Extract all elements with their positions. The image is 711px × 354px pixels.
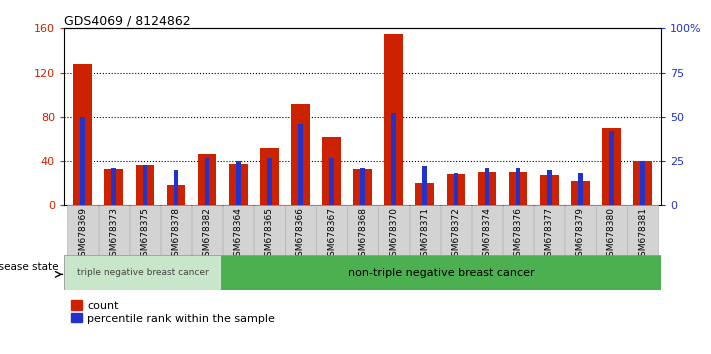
Bar [391, 113, 396, 205]
Text: triple negative breast cancer: triple negative breast cancer [77, 268, 208, 277]
Text: GSM678382: GSM678382 [203, 207, 212, 262]
Bar [80, 117, 85, 205]
FancyBboxPatch shape [410, 205, 440, 255]
Bar [454, 173, 459, 205]
Bar [173, 170, 178, 205]
Text: GSM678371: GSM678371 [420, 207, 429, 262]
Bar [515, 168, 520, 205]
Bar [360, 168, 365, 205]
Bar [634, 161, 652, 205]
Bar [329, 158, 334, 205]
Bar [198, 154, 216, 205]
FancyBboxPatch shape [441, 205, 471, 255]
Text: GSM678366: GSM678366 [296, 207, 305, 262]
Bar [415, 183, 434, 205]
Text: GSM678372: GSM678372 [451, 207, 461, 262]
Bar [267, 158, 272, 205]
Text: GSM678364: GSM678364 [234, 207, 242, 262]
Text: GSM678380: GSM678380 [607, 207, 616, 262]
Text: GSM678367: GSM678367 [327, 207, 336, 262]
Bar [298, 124, 303, 205]
Bar [385, 34, 403, 205]
Bar [447, 175, 465, 205]
Bar [291, 104, 310, 205]
FancyBboxPatch shape [534, 205, 565, 255]
FancyBboxPatch shape [285, 205, 316, 255]
Text: GSM678370: GSM678370 [389, 207, 398, 262]
Bar [322, 137, 341, 205]
Bar [547, 170, 552, 205]
Text: GDS4069 / 8124862: GDS4069 / 8124862 [64, 14, 191, 27]
Bar [205, 158, 210, 205]
FancyBboxPatch shape [68, 205, 98, 255]
Bar [105, 169, 123, 205]
FancyBboxPatch shape [627, 205, 658, 255]
Text: GSM678378: GSM678378 [171, 207, 181, 262]
Text: GSM678373: GSM678373 [109, 207, 118, 262]
FancyBboxPatch shape [503, 205, 533, 255]
Bar [540, 176, 559, 205]
FancyBboxPatch shape [99, 205, 129, 255]
Bar [609, 131, 614, 205]
Text: GSM678368: GSM678368 [358, 207, 367, 262]
Text: disease state: disease state [0, 262, 59, 272]
Bar [509, 172, 528, 205]
Text: GSM678381: GSM678381 [638, 207, 647, 262]
Text: GSM678374: GSM678374 [483, 207, 491, 262]
Bar [640, 161, 645, 205]
FancyBboxPatch shape [192, 205, 223, 255]
Bar [136, 166, 154, 205]
Bar [166, 185, 186, 205]
FancyBboxPatch shape [378, 205, 409, 255]
Text: GSM678377: GSM678377 [545, 207, 554, 262]
Bar [142, 165, 147, 205]
Text: GSM678365: GSM678365 [264, 207, 274, 262]
FancyBboxPatch shape [597, 205, 626, 255]
FancyBboxPatch shape [223, 205, 253, 255]
Bar [260, 148, 279, 205]
Text: GSM678375: GSM678375 [140, 207, 149, 262]
FancyBboxPatch shape [129, 205, 160, 255]
Legend: count, percentile rank within the sample: count, percentile rank within the sample [70, 299, 277, 325]
FancyBboxPatch shape [316, 205, 347, 255]
Bar [112, 168, 116, 205]
Text: GSM678376: GSM678376 [513, 207, 523, 262]
Bar [229, 164, 247, 205]
FancyBboxPatch shape [348, 205, 378, 255]
Text: GSM678379: GSM678379 [576, 207, 585, 262]
Bar [571, 181, 589, 205]
FancyBboxPatch shape [64, 255, 221, 290]
Bar [578, 173, 583, 205]
Bar [353, 169, 372, 205]
FancyBboxPatch shape [472, 205, 502, 255]
FancyBboxPatch shape [221, 255, 661, 290]
Bar [478, 172, 496, 205]
Bar [236, 161, 240, 205]
Bar [602, 128, 621, 205]
FancyBboxPatch shape [161, 205, 191, 255]
Bar [485, 168, 489, 205]
Bar [422, 166, 427, 205]
FancyBboxPatch shape [565, 205, 596, 255]
FancyBboxPatch shape [254, 205, 284, 255]
Text: GSM678369: GSM678369 [78, 207, 87, 262]
Bar [73, 64, 92, 205]
Text: non-triple negative breast cancer: non-triple negative breast cancer [348, 268, 535, 278]
